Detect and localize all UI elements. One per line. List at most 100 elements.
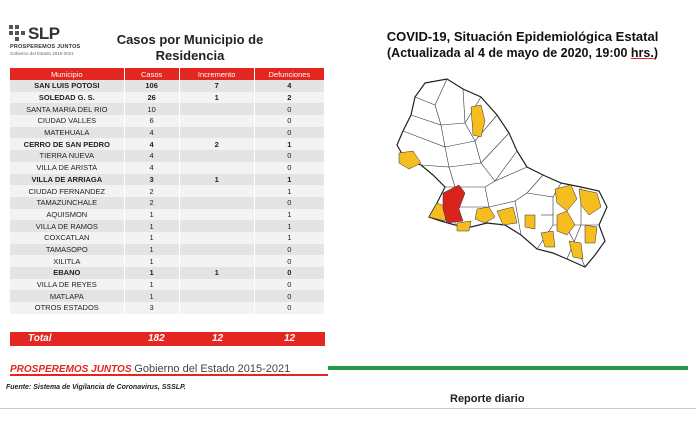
- table-row: TIERRA NUEVA 4 0: [10, 150, 326, 162]
- header-incremento: Incremento: [179, 68, 255, 80]
- cell-defunciones: 0: [254, 243, 326, 256]
- cell-incremento: [179, 150, 255, 162]
- cell-incremento: [179, 302, 255, 314]
- table-row: OTROS ESTADOS 3 0: [10, 302, 326, 314]
- cell-defunciones: 1: [254, 220, 326, 232]
- cell-incremento: 1: [179, 267, 255, 279]
- table-row: MATEHUALA 4 0: [10, 126, 326, 139]
- state-map: [396, 78, 608, 268]
- footer-green-rule: [328, 366, 688, 370]
- footer-brand: PROSPEREMOS JUNTOS: [10, 364, 132, 375]
- slp-logo-icon: [9, 25, 25, 41]
- slp-logo: SLP PROSPEREMOS JUNTOS Gobierno del Esta…: [8, 24, 108, 64]
- cell-casos: 1: [124, 255, 180, 267]
- cell-municipio: TIERRA NUEVA: [10, 150, 125, 162]
- cell-municipio: TAMAZUNCHALE: [10, 196, 125, 209]
- page-title: COVID-19, Situación Epidemiológica Estat…: [355, 28, 690, 62]
- cell-casos: 1: [124, 278, 180, 291]
- title-line-2: (Actualizada al 4 de mayo de 2020, 19:00…: [387, 46, 658, 60]
- cell-incremento: [179, 161, 255, 174]
- cell-defunciones: 0: [254, 290, 326, 303]
- cell-casos: 4: [124, 161, 180, 174]
- table-row: VILLA DE ARRIAGA 3 1 1: [10, 173, 326, 186]
- header-defunciones: Defunciones: [254, 68, 326, 80]
- cell-incremento: [179, 278, 255, 291]
- table-header-row: Municipio Casos Incremento Defunciones: [10, 68, 326, 80]
- cell-incremento: [179, 196, 255, 209]
- cell-incremento: [179, 126, 255, 139]
- cell-defunciones: 0: [254, 103, 326, 116]
- cell-defunciones: 0: [254, 267, 326, 279]
- source-note: Fuente: Sistema de Vigilancia de Coronav…: [6, 384, 186, 391]
- cell-municipio: VILLA DE ARISTA: [10, 161, 125, 174]
- cell-incremento: [179, 208, 255, 221]
- cell-incremento: 1: [179, 91, 255, 104]
- cell-municipio: MATLAPA: [10, 290, 125, 303]
- cell-incremento: 7: [179, 80, 255, 92]
- table-row: SANTA MARIA DEL RIO 10 0: [10, 103, 326, 116]
- cell-incremento: [179, 185, 255, 197]
- table-row: VILLA DE REYES 1 0: [10, 278, 326, 291]
- cell-municipio: CIUDAD FERNANDEZ: [10, 185, 125, 197]
- cell-municipio: VILLA DE ARRIAGA: [10, 173, 125, 186]
- cell-municipio: CIUDAD VALLES: [10, 115, 125, 127]
- footer-brand-line: PROSPEREMOS JUNTOS Gobierno del Estado 2…: [10, 363, 290, 375]
- cell-casos: 106: [124, 80, 180, 92]
- cell-casos: 4: [124, 138, 180, 151]
- table-row: TAMAZUNCHALE 2 0: [10, 196, 326, 209]
- total-incremento: 12: [212, 333, 224, 344]
- bottom-divider: [0, 408, 696, 409]
- table-row: CIUDAD FERNANDEZ 2 1: [10, 185, 326, 197]
- logo-subtitle: Gobierno del Estado 2015-2021: [10, 51, 74, 56]
- cell-casos: 1: [124, 267, 180, 279]
- cell-incremento: 1: [179, 173, 255, 186]
- logo-tagline: PROSPEREMOS JUNTOS: [10, 44, 81, 50]
- cell-incremento: [179, 243, 255, 256]
- cell-defunciones: 2: [254, 91, 326, 104]
- cell-defunciones: 0: [254, 115, 326, 127]
- total-row: Total 182 12 12: [10, 332, 325, 346]
- total-casos: 182: [148, 333, 165, 344]
- cell-municipio: COXCATLAN: [10, 231, 125, 244]
- header-municipio: Municipio: [10, 68, 125, 80]
- cell-municipio: XILITLA: [10, 255, 125, 267]
- cell-municipio: VILLA DE RAMOS: [10, 220, 125, 232]
- municipalities-with-cases: [398, 104, 602, 260]
- cell-incremento: 2: [179, 138, 255, 151]
- table-title: Casos por Municipio de Residencia: [116, 32, 264, 63]
- cell-municipio: EBANO: [10, 267, 125, 279]
- table-row: VILLA DE RAMOS 1 1: [10, 220, 326, 232]
- cell-municipio: OTROS ESTADOS: [10, 302, 125, 314]
- cell-casos: 2: [124, 196, 180, 209]
- cell-casos: 4: [124, 126, 180, 139]
- table-row: XILITLA 1 0: [10, 255, 326, 267]
- cell-casos: 10: [124, 103, 180, 116]
- header-casos: Casos: [124, 68, 180, 80]
- table-row: AQUISMON 1 1: [10, 208, 326, 221]
- cell-municipio: TAMASOPO: [10, 243, 125, 256]
- cell-municipio: MATEHUALA: [10, 126, 125, 139]
- table-row: CIUDAD VALLES 6 0: [10, 115, 326, 127]
- table-row: COXCATLAN 1 1: [10, 231, 326, 244]
- cell-casos: 3: [124, 173, 180, 186]
- cell-municipio: VILLA DE REYES: [10, 278, 125, 291]
- cell-defunciones: 1: [254, 173, 326, 186]
- cell-casos: 26: [124, 91, 180, 104]
- cell-defunciones: 0: [254, 161, 326, 174]
- cell-defunciones: 4: [254, 80, 326, 92]
- cell-casos: 3: [124, 302, 180, 314]
- table-row: EBANO 1 1 0: [10, 267, 326, 279]
- cell-casos: 4: [124, 150, 180, 162]
- capital-area-highlight: [442, 184, 466, 224]
- footer-government: Gobierno del Estado 2015-2021: [134, 363, 291, 375]
- table-row: MATLAPA 1 0: [10, 290, 326, 303]
- table-row: SOLEDAD G. S. 26 1 2: [10, 91, 326, 104]
- cell-casos: 1: [124, 231, 180, 244]
- cell-casos: 1: [124, 220, 180, 232]
- cell-incremento: [179, 220, 255, 232]
- cell-casos: 2: [124, 185, 180, 197]
- cell-incremento: [179, 231, 255, 244]
- cell-defunciones: 1: [254, 208, 326, 221]
- cell-defunciones: 1: [254, 185, 326, 197]
- table-row: CERRO DE SAN PEDRO 4 2 1: [10, 138, 326, 151]
